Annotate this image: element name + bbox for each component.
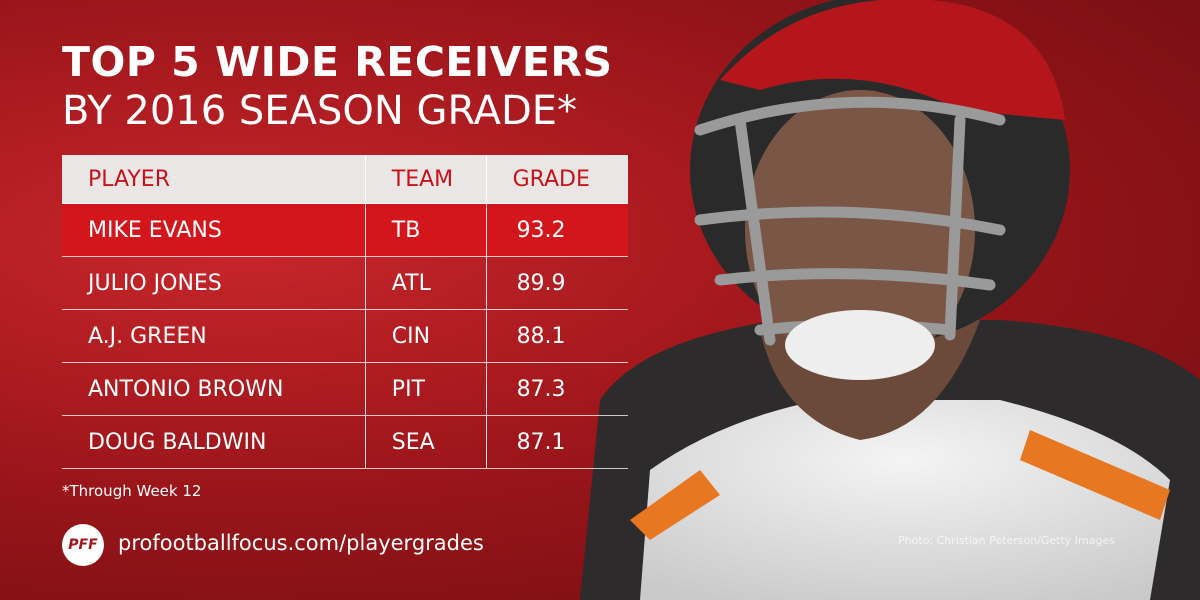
column-header: GRADE <box>485 155 628 204</box>
table-row: DOUG BALDWIN SEA 87.1 <box>62 415 628 469</box>
column-header: PLAYER <box>62 155 366 204</box>
table-cell: 87.3 <box>485 362 628 416</box>
logo: PFF <box>62 524 104 566</box>
table-row: A.J. GREEN CIN 88.1 <box>62 309 628 363</box>
table-cell: DOUG BALDWIN <box>62 415 366 469</box>
table-row: JULIO JONES ATL 89.9 <box>62 256 628 310</box>
table-cell: ANTONIO BROWN <box>62 362 366 416</box>
table-cell: 88.1 <box>485 309 628 363</box>
grades-table: PLAYER TEAM GRADE MIKE EVANS TB 93.2 JULIO JO… <box>62 155 628 469</box>
table-cell: MIKE EVANS <box>62 203 366 257</box>
table-row: MIKE EVANS TB 93.2 <box>62 203 628 257</box>
column-header: TEAM <box>364 155 487 204</box>
table-cell: TB <box>364 203 487 257</box>
photo-credit: Photo: Christian Peterson/Getty Images <box>898 534 1115 547</box>
table-body: MIKE EVANS TB 93.2 JULIO JONES ATL 89.9 A.J. G… <box>62 203 628 469</box>
title: TOP 5 WIDE RECEIVERS <box>62 38 613 86</box>
table-cell: JULIO JONES <box>62 256 366 310</box>
table-cell: PIT <box>364 362 487 416</box>
url: profootballfocus.com/playergrades <box>118 531 484 555</box>
table-cell: 89.9 <box>485 256 628 310</box>
header-row: PLAYER TEAM GRADE <box>62 155 628 204</box>
footnote: *Through Week 12 <box>62 482 202 500</box>
table-cell: 93.2 <box>485 203 628 257</box>
table-cell: 87.1 <box>485 415 628 469</box>
table-row: ANTONIO BROWN PIT 87.3 <box>62 362 628 416</box>
table-cell: A.J. GREEN <box>62 309 366 363</box>
table-cell: SEA <box>364 415 487 469</box>
table-cell: CIN <box>364 309 487 363</box>
subtitle: BY 2016 SEASON GRADE* <box>62 88 578 134</box>
table-cell: ATL <box>364 256 487 310</box>
